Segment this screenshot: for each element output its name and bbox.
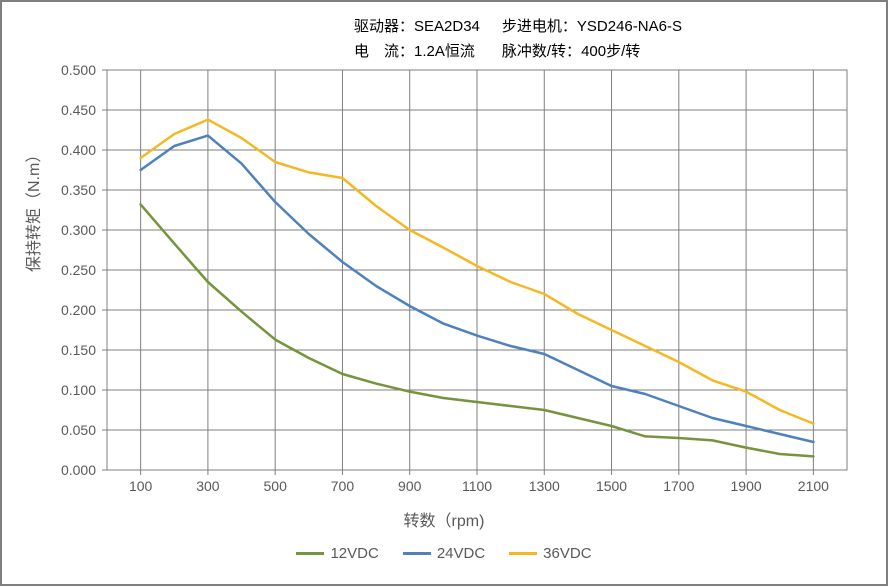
legend-item: 12VDC	[296, 545, 378, 562]
legend-label: 12VDC	[330, 545, 378, 562]
legend-swatch	[296, 552, 324, 555]
legend-item: 24VDC	[403, 545, 485, 562]
legend-label: 24VDC	[437, 545, 485, 562]
legend-swatch	[403, 552, 431, 555]
torque-chart	[2, 2, 888, 588]
legend-item: 36VDC	[509, 545, 591, 562]
legend-swatch	[509, 552, 537, 555]
legend: 12VDC 24VDC 36VDC	[2, 542, 886, 562]
legend-label: 36VDC	[543, 545, 591, 562]
